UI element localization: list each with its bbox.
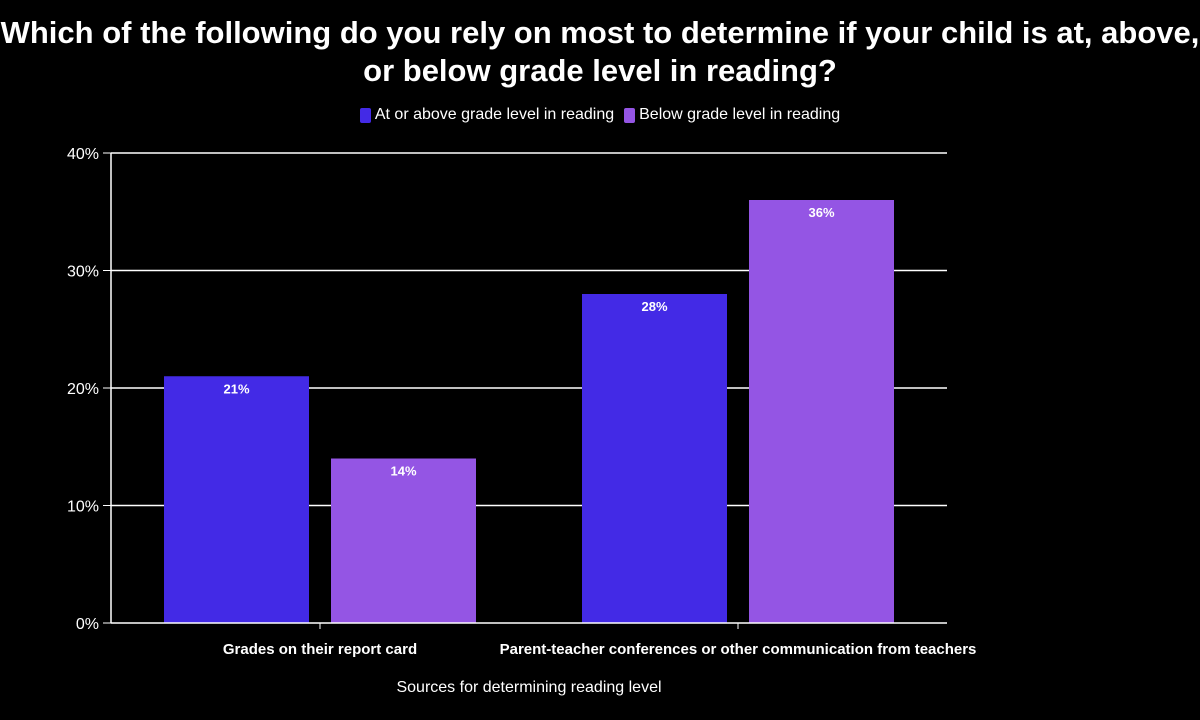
- y-tick-label: 0%: [76, 616, 99, 633]
- y-tick-label: 40%: [67, 146, 99, 163]
- data-label: 21%: [223, 381, 249, 396]
- data-label: 36%: [808, 205, 834, 220]
- chart-title: Which of the following do you rely on mo…: [0, 15, 1200, 88]
- y-tick-label: 20%: [67, 381, 99, 398]
- x-tick-label: Grades on their report card: [223, 641, 417, 658]
- legend-item-at-or-above[interactable]: At or above grade level in reading: [359, 106, 615, 124]
- legend-label: Below grade level in reading: [639, 106, 841, 123]
- x-axis-title: Sources for determining reading level: [396, 679, 661, 696]
- legend-item-below[interactable]: Below grade level in reading: [624, 106, 840, 124]
- legend: At or above grade level in reading Below…: [0, 106, 1200, 124]
- x-tick-label: Parent-teacher conferences or other comm…: [500, 641, 977, 658]
- y-tick-label: 30%: [67, 264, 99, 281]
- data-label: 28%: [641, 299, 667, 314]
- legend-swatch: [359, 107, 371, 123]
- bar: [164, 376, 309, 623]
- data-label: 14%: [390, 464, 416, 479]
- legend-swatch: [624, 107, 636, 123]
- legend-label: At or above grade level in reading: [374, 106, 615, 123]
- y-tick-label: 10%: [67, 499, 99, 516]
- bar: [331, 458, 476, 623]
- bar: [749, 200, 894, 623]
- bar: [582, 294, 727, 623]
